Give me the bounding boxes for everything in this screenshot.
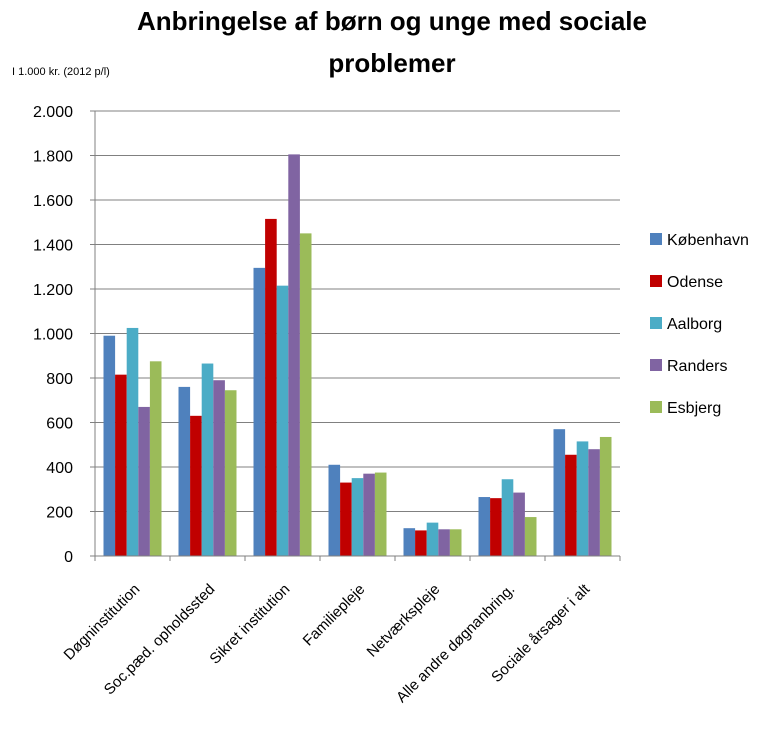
- chart-title-line1: Anbringelse af børn og unge med sociale: [137, 6, 647, 36]
- y-tick-label: 1.800: [33, 149, 73, 166]
- y-tick-label: 1.200: [33, 282, 73, 299]
- bar-odense: [490, 498, 502, 556]
- bar-randers: [288, 154, 300, 556]
- y-tick-label: 600: [46, 416, 73, 433]
- bar-randers: [138, 406, 150, 556]
- y-axis-ticks: 0 200 400 600 800 1.000 1.200 1.400 1.600 1.800 2.…: [33, 104, 95, 566]
- y-tick-label: 2.000: [33, 104, 73, 121]
- bar-randers: [438, 529, 450, 556]
- legend: København Odense Aalborg Randers Esbjerg: [650, 232, 749, 417]
- bar-aalborg: [501, 479, 514, 556]
- x-tick-label: Netværkspleje: [364, 581, 444, 661]
- bar-odense: [190, 415, 202, 556]
- bar-aalborg: [576, 441, 589, 556]
- bar-københavn: [103, 335, 116, 556]
- x-tick-label: Familiepleje: [300, 581, 369, 650]
- bar-københavn: [553, 429, 566, 556]
- bar-københavn: [403, 528, 416, 556]
- bar-esbjerg: [374, 472, 387, 556]
- x-tick-label: Døgninstitution: [61, 581, 144, 664]
- bar-randers: [588, 449, 600, 556]
- legend-label: Odense: [667, 274, 723, 291]
- unit-label: I 1.000 kr. (2012 p/l): [12, 66, 110, 78]
- bar-esbjerg: [599, 436, 612, 556]
- y-tick-label: 400: [46, 460, 73, 477]
- y-tick-label: 1.400: [33, 238, 73, 255]
- chart-title-line2: problemer: [328, 48, 455, 78]
- bar-randers: [513, 492, 525, 556]
- bar-odense: [340, 482, 352, 556]
- bar-københavn: [478, 497, 491, 556]
- gridlines: [95, 110, 620, 512]
- bars: [103, 154, 612, 556]
- bar-aalborg: [126, 327, 139, 556]
- legend-swatch: [650, 317, 662, 329]
- legend-swatch: [650, 233, 662, 245]
- y-tick-label: 800: [46, 371, 73, 388]
- bar-aalborg: [201, 363, 214, 556]
- bar-esbjerg: [449, 529, 462, 556]
- legend-swatch: [650, 275, 662, 287]
- x-tick-label: Sikret institution: [206, 581, 293, 668]
- bar-københavn: [328, 464, 341, 556]
- y-tick-label: 0: [64, 549, 73, 566]
- y-tick-label: 1.600: [33, 193, 73, 210]
- bar-odense: [565, 454, 577, 556]
- bar-esbjerg: [149, 361, 162, 556]
- bar-esbjerg: [524, 517, 537, 556]
- y-tick-label: 1.000: [33, 327, 73, 344]
- legend-label: Randers: [667, 358, 727, 375]
- bar-odense: [115, 374, 127, 556]
- bar-esbjerg: [299, 233, 312, 556]
- bar-odense: [415, 530, 427, 556]
- bar-odense: [265, 218, 277, 556]
- bar-københavn: [253, 267, 266, 556]
- bar-randers: [363, 473, 375, 556]
- legend-label: Esbjerg: [667, 400, 721, 417]
- legend-swatch: [650, 401, 662, 413]
- y-tick-label: 200: [46, 505, 73, 522]
- legend-label: København: [667, 232, 749, 249]
- bar-aalborg: [426, 522, 439, 556]
- bar-aalborg: [276, 285, 289, 556]
- bar-esbjerg: [224, 390, 237, 556]
- axes: [94, 111, 620, 557]
- bar-københavn: [178, 386, 191, 556]
- bar-aalborg: [351, 478, 364, 556]
- legend-swatch: [650, 359, 662, 371]
- bar-randers: [213, 380, 225, 556]
- legend-label: Aalborg: [667, 316, 722, 333]
